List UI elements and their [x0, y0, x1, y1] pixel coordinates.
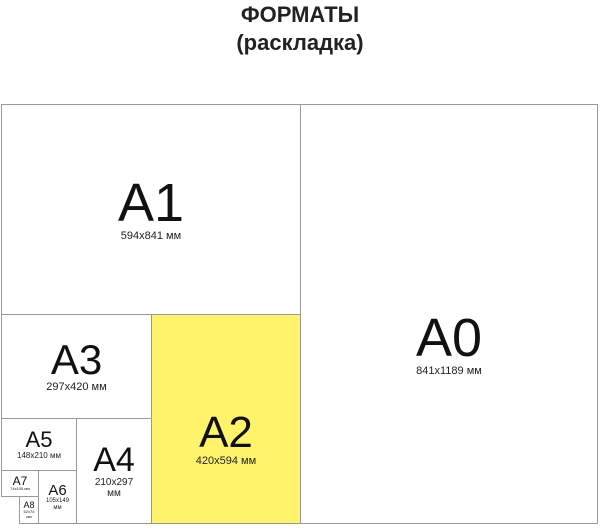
format-a7: A7 74x105 мм: [1, 470, 39, 497]
a4-size: 210x297 мм: [94, 476, 134, 500]
a4-label: A4: [93, 440, 135, 479]
a7-label: A7: [12, 474, 28, 489]
format-a3: A3 297x420 мм: [1, 314, 152, 419]
format-a0: A0 841x1189 мм: [300, 104, 598, 524]
a2-size: 420x594 мм: [195, 454, 257, 467]
a3-label: A3: [50, 336, 103, 384]
a6-size: 105x149 мм: [45, 497, 70, 511]
title-line1: ФОРМАТЫ: [240, 2, 360, 27]
title-line2: (раскладка): [236, 30, 364, 55]
format-a6: A6 105x149 мм: [38, 470, 77, 524]
a2-label: A2: [199, 407, 253, 457]
a8-label: A8: [23, 499, 35, 510]
a3-size: 297x420 мм: [46, 381, 107, 394]
a5-size: 148x210 мм: [17, 450, 61, 460]
format-a4: A4 210x297 мм: [76, 418, 152, 524]
a6-label: A6: [48, 481, 67, 499]
a5-label: A5: [25, 426, 53, 452]
format-a5: A5 148x210 мм: [1, 418, 77, 471]
a0-size: 841x1189 мм: [416, 364, 482, 377]
format-a8: A8 52x74 мм: [19, 496, 39, 524]
format-a2: A2 420x594 мм: [151, 314, 301, 524]
a8-size: 52x74 мм: [23, 508, 35, 519]
a7-size: 74x105 мм: [10, 486, 30, 492]
a0-label: A0: [415, 307, 483, 368]
a1-size: 594x841 мм: [120, 230, 182, 243]
format-a1: A1 594x841 мм: [1, 104, 301, 315]
a1-label: A1: [117, 173, 185, 234]
